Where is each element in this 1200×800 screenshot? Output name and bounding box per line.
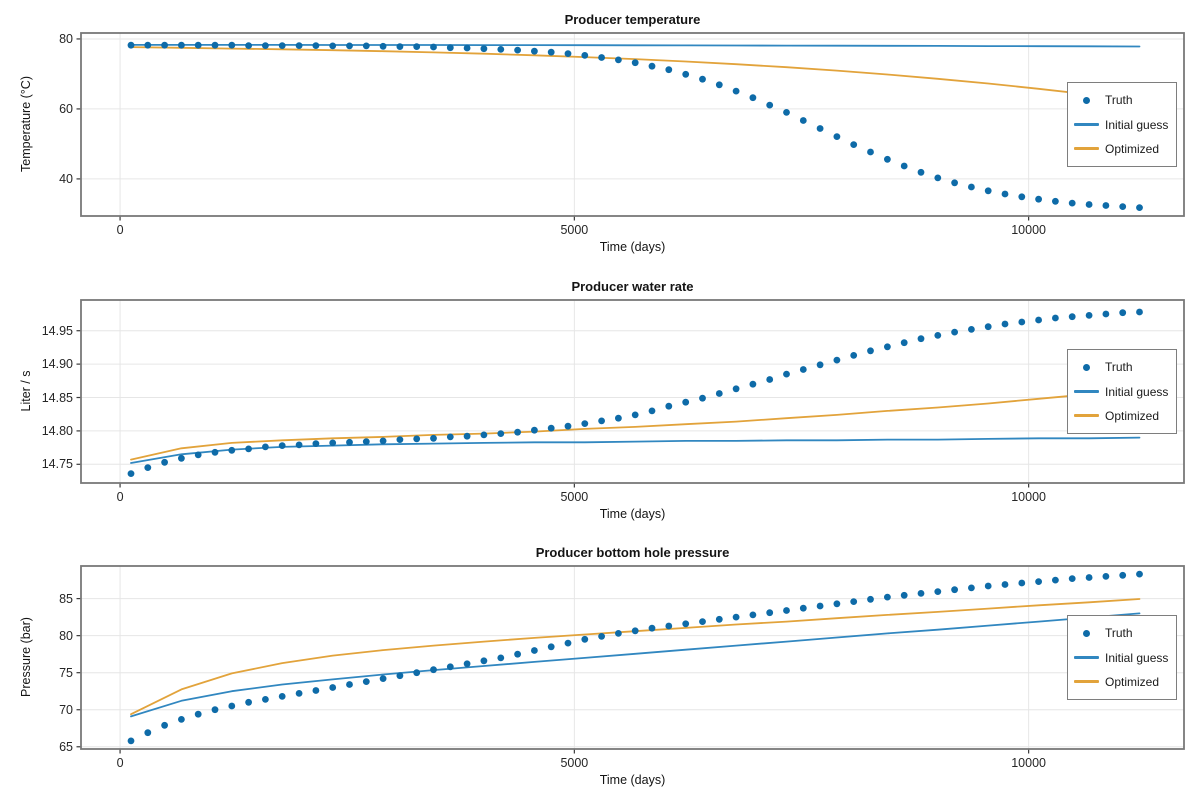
x-tick-label: 5000 <box>560 223 589 237</box>
y-tick-label: 14.85 <box>41 390 73 405</box>
initial-guess-line-icon <box>1068 390 1105 393</box>
x-tick-label: 0 <box>116 223 124 237</box>
legend-label: Initial guess <box>1105 650 1169 665</box>
optimized-line-icon <box>1068 414 1105 418</box>
x-tick-label: 5000 <box>560 490 589 504</box>
optimized-line-icon <box>1068 147 1105 151</box>
legend: Truth Initial guess Optimized <box>1067 82 1177 167</box>
legend: Truth Initial guess Optimized <box>1067 349 1177 434</box>
chart-title: Producer bottom hole pressure <box>535 545 730 560</box>
legend-label: Optimized <box>1105 141 1160 156</box>
truth-dot-icon <box>1068 96 1105 104</box>
legend-item-truth: Truth <box>1068 93 1176 107</box>
plot-area-temperature <box>76 32 1185 221</box>
initial-guess-line-icon <box>1068 123 1105 126</box>
chart-producer-bottom-hole-pressure: Producer bottom hole pressure Pressure (… <box>0 533 1200 800</box>
legend-item-optimized: Optimized <box>1068 675 1176 689</box>
y-tick-label: 80 <box>59 31 73 46</box>
y-tick-label: 60 <box>59 101 73 116</box>
legend-item-initial-guess: Initial guess <box>1068 385 1176 399</box>
plot-area-pressure <box>76 565 1185 754</box>
x-axis-label: Time (days) <box>599 773 666 787</box>
y-tick-label: 14.75 <box>41 457 73 472</box>
chart-title: Producer temperature <box>564 12 701 27</box>
x-tick-label: 10000 <box>1011 490 1046 504</box>
legend-label: Truth <box>1105 626 1133 641</box>
legend-label: Optimized <box>1105 408 1160 423</box>
x-tick-label: 5000 <box>560 756 589 770</box>
chart-title: Producer water rate <box>571 279 694 294</box>
plot-area-water-rate <box>76 299 1185 488</box>
legend-item-truth: Truth <box>1068 626 1176 640</box>
legend-label: Truth <box>1105 360 1133 375</box>
y-tick-label: 14.80 <box>41 423 73 438</box>
legend: Truth Initial guess Optimized <box>1067 615 1177 700</box>
legend-label: Optimized <box>1105 674 1160 689</box>
truth-dot-icon <box>1068 629 1105 637</box>
legend-label: Initial guess <box>1105 384 1169 399</box>
truth-dot-icon <box>1068 363 1105 371</box>
y-tick-label: 40 <box>59 171 73 186</box>
legend-item-truth: Truth <box>1068 360 1176 374</box>
initial-guess-line-icon <box>1068 656 1105 659</box>
legend-item-initial-guess: Initial guess <box>1068 651 1176 665</box>
y-tick-label: 14.90 <box>41 357 73 372</box>
y-tick-label: 65 <box>59 739 73 754</box>
chart-producer-water-rate: Producer water rate Liter / s Time (days… <box>0 267 1200 534</box>
y-tick-label: 80 <box>59 628 73 643</box>
legend-item-optimized: Optimized <box>1068 409 1176 423</box>
optimized-line-icon <box>1068 680 1105 684</box>
x-tick-label: 10000 <box>1011 756 1046 770</box>
legend-item-optimized: Optimized <box>1068 142 1176 156</box>
legend-item-initial-guess: Initial guess <box>1068 118 1176 132</box>
y-tick-label: 14.95 <box>41 323 73 338</box>
y-tick-label: 75 <box>59 665 73 680</box>
legend-label: Initial guess <box>1105 117 1169 132</box>
y-tick-label: 70 <box>59 702 73 717</box>
y-tick-label: 85 <box>59 591 73 606</box>
x-tick-label: 10000 <box>1011 223 1046 237</box>
chart-producer-temperature: Producer temperature Temperature (°C) Ti… <box>0 0 1200 267</box>
legend-label: Truth <box>1105 93 1133 108</box>
x-tick-label: 0 <box>116 756 124 770</box>
x-axis-label: Time (days) <box>599 240 666 254</box>
x-tick-label: 0 <box>116 490 124 504</box>
x-axis-label: Time (days) <box>599 507 666 521</box>
